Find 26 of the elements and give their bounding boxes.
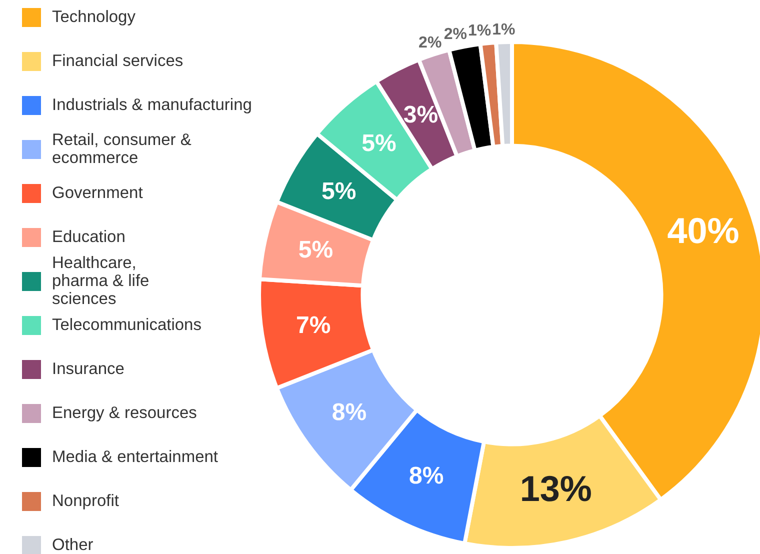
- legend-label: Retail, consumer & ecommerce: [52, 131, 192, 167]
- data-label: 5%: [322, 178, 356, 206]
- legend-label: Energy & resources: [52, 404, 197, 422]
- legend-label: Government: [52, 184, 143, 202]
- data-label: 7%: [296, 312, 331, 340]
- legend-label: Education: [52, 228, 126, 246]
- data-label: 2%: [444, 26, 467, 44]
- legend-label: Nonprofit: [52, 492, 119, 510]
- legend-label: Insurance: [52, 360, 124, 378]
- data-label: 8%: [409, 462, 444, 490]
- data-label: 1%: [468, 22, 492, 40]
- legend-label: Industrials & manufacturing: [52, 96, 252, 114]
- legend-label: Other: [52, 536, 94, 554]
- data-label: 3%: [403, 101, 438, 128]
- legend-label: Media & entertainment: [52, 448, 218, 466]
- legend-label: Healthcare, pharma & life sciences: [52, 254, 150, 308]
- data-label: 40%: [667, 210, 740, 251]
- data-label: 8%: [332, 398, 367, 426]
- data-label: 5%: [298, 236, 334, 264]
- data-label: 5%: [362, 130, 396, 157]
- legend-label: Technology: [52, 8, 136, 26]
- legend-label: Financial services: [52, 52, 184, 70]
- data-label: 1%: [492, 22, 516, 39]
- data-label: 2%: [418, 34, 442, 52]
- legend-label: Telecommunications: [52, 316, 202, 334]
- data-label: 13%: [520, 468, 592, 510]
